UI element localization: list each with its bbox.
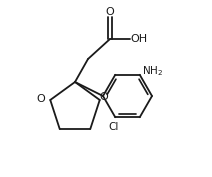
Text: O: O	[36, 94, 45, 104]
Text: O: O	[99, 92, 108, 102]
Text: O: O	[106, 7, 114, 16]
Text: NH$_2$: NH$_2$	[142, 64, 163, 78]
Text: Cl: Cl	[108, 122, 119, 132]
Text: OH: OH	[130, 34, 147, 44]
